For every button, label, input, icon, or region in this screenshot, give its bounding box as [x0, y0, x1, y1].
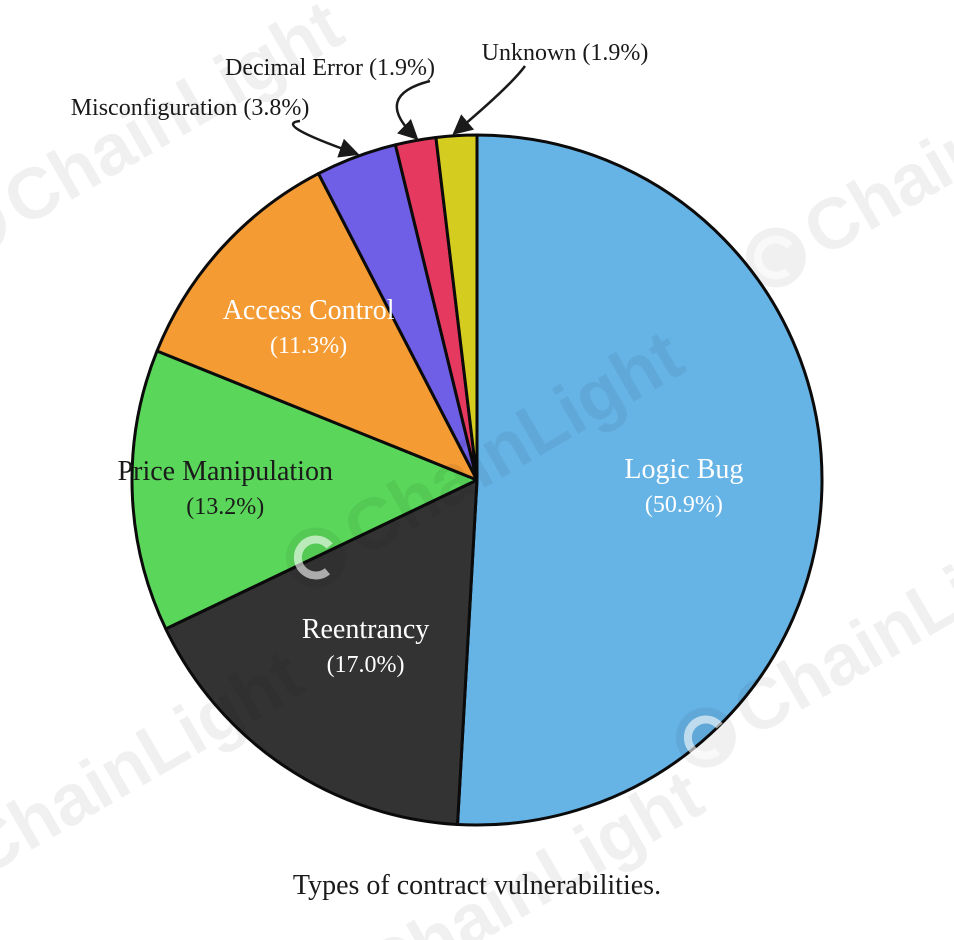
leader-line	[397, 81, 430, 137]
pie-chart: Logic Bug(50.9%)Reentrancy(17.0%)Price M…	[0, 0, 954, 940]
outside-slice-label: Decimal Error (1.9%)	[225, 55, 435, 81]
chart-title: Types of contract vulnerabilities.	[0, 870, 954, 902]
outside-slice-label: Unknown (1.9%)	[482, 40, 649, 66]
chart-title-text: Types of contract vulnerabilities.	[293, 870, 661, 901]
outside-slice-label: Misconfiguration (3.8%)	[71, 95, 310, 121]
leader-line	[456, 66, 525, 132]
leader-line	[293, 121, 355, 153]
